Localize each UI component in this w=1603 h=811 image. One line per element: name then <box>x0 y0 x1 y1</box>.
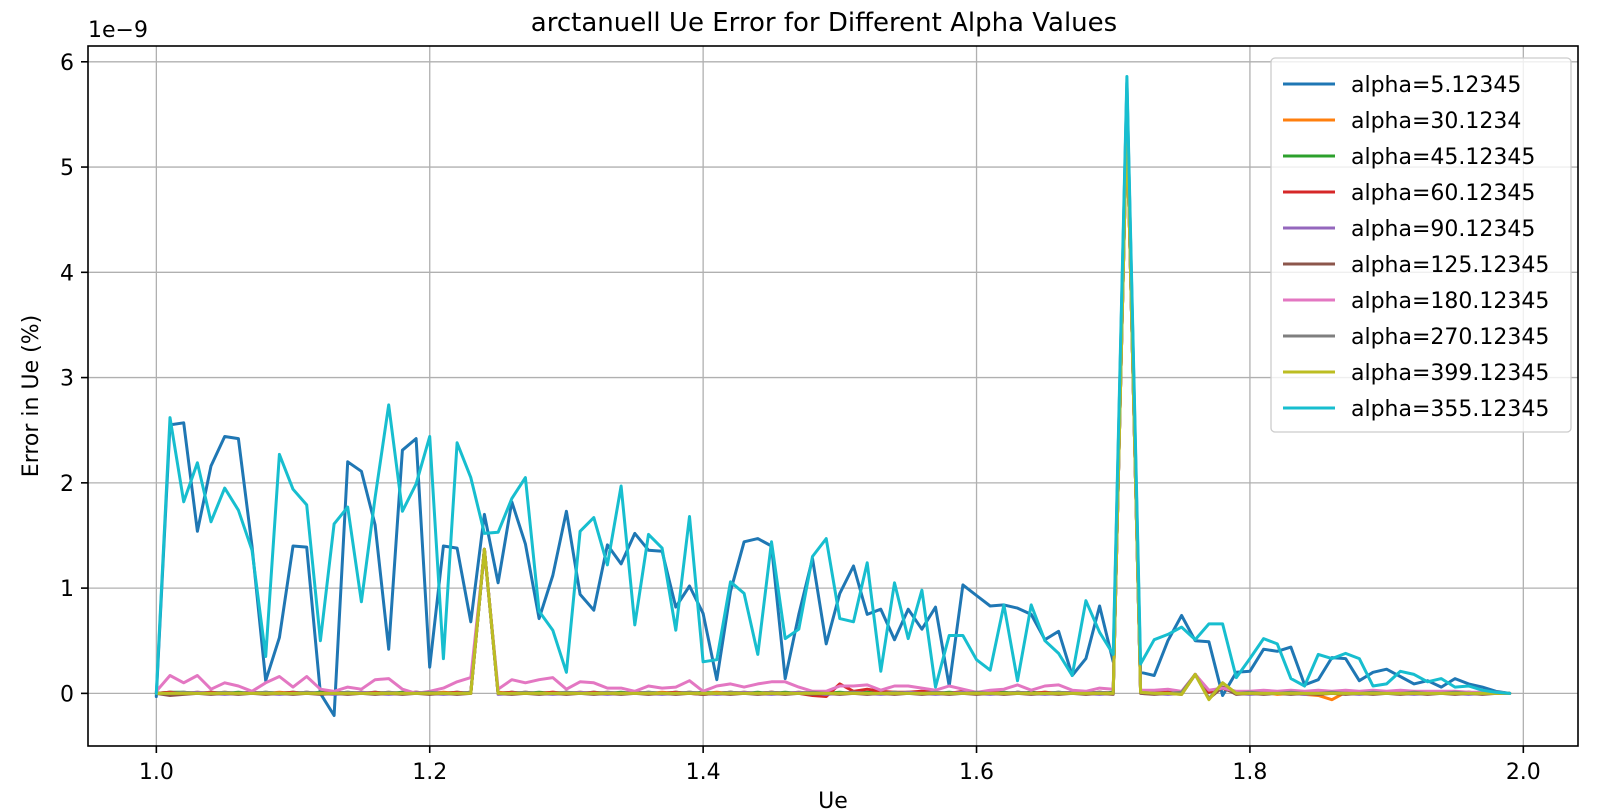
y-axis-label: Error in Ue (%) <box>19 315 44 477</box>
legend-entry-label: alpha=180.12345 <box>1351 289 1549 314</box>
legend-entry-label: alpha=60.12345 <box>1351 181 1535 206</box>
y-axis-offset-text: 1e−9 <box>88 18 148 43</box>
legend-entry-label: alpha=5.12345 <box>1351 73 1521 98</box>
x-tick-label: 1.0 <box>139 760 174 785</box>
x-tick-label: 1.6 <box>959 760 994 785</box>
chart-title: arctanuell Ue Error for Different Alpha … <box>531 8 1117 38</box>
series-line-8 <box>154 118 1512 702</box>
legend-entry-label: alpha=30.1234 <box>1351 109 1521 134</box>
y-tick-label: 2 <box>60 472 74 497</box>
legend-entry-label: alpha=270.12345 <box>1351 325 1549 350</box>
legend-entry-label: alpha=125.12345 <box>1351 253 1549 278</box>
legend-frame <box>1270 57 1572 433</box>
y-tick-label: 5 <box>60 156 74 181</box>
series-line-0 <box>154 81 1512 717</box>
y-tick-label: 4 <box>60 261 74 286</box>
legend-entry-label: alpha=45.12345 <box>1351 145 1535 170</box>
y-tick-label: 6 <box>60 51 74 76</box>
x-axis-ticks: 1.0 1.2 1.4 1.6 1.8 2.0 <box>139 746 1541 785</box>
x-tick-label: 1.8 <box>1232 760 1267 785</box>
plot-frame <box>87 45 1579 747</box>
series-line-9 <box>154 75 1512 695</box>
legend: alpha=5.12345 alpha=30.1234 alpha=45.12345… <box>1270 57 1572 433</box>
x-tick-label: 1.2 <box>412 760 447 785</box>
legend-entry-label: alpha=355.12345 <box>1351 397 1549 422</box>
series-lines <box>154 75 1512 717</box>
y-tick-label: 1 <box>60 577 74 602</box>
legend-entry-label: alpha=90.12345 <box>1351 217 1535 242</box>
x-tick-label: 1.4 <box>686 760 721 785</box>
series-line-6 <box>154 118 1512 695</box>
y-axis-ticks: 0 1 2 3 4 5 6 <box>60 51 88 707</box>
y-tick-label: 3 <box>60 367 74 392</box>
legend-entry-label: alpha=399.12345 <box>1351 361 1549 386</box>
x-axis-label: Ue <box>818 789 848 811</box>
y-tick-label: 0 <box>60 682 74 707</box>
x-tick-label: 2.0 <box>1506 760 1541 785</box>
